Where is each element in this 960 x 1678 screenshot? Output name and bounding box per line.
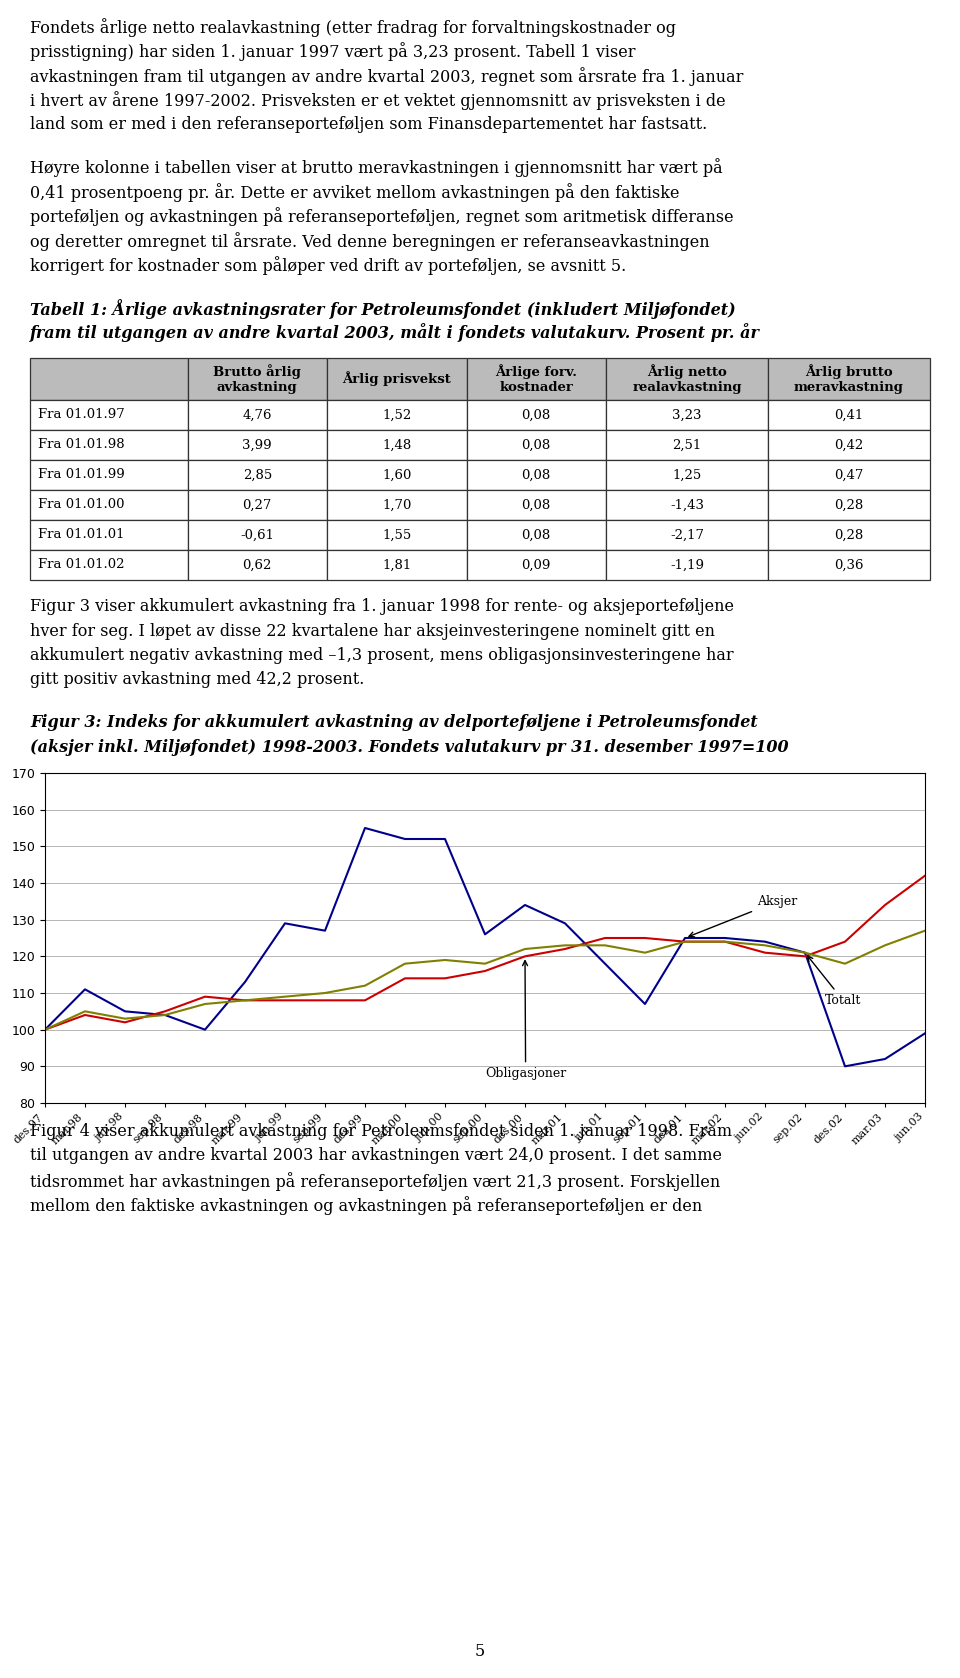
Text: fram til utgangen av andre kvartal 2003, målt i fondets valutakurv. Prosent pr. : fram til utgangen av andre kvartal 2003,…	[30, 324, 760, 342]
Text: Figur 3 viser akkumulert avkastning fra 1. januar 1998 for rente- og aksjeportef: Figur 3 viser akkumulert avkastning fra …	[30, 597, 734, 616]
Text: prisstigning) har siden 1. januar 1997 vært på 3,23 prosent. Tabell 1 viser: prisstigning) har siden 1. januar 1997 v…	[30, 42, 636, 62]
Text: hver for seg. I løpet av disse 22 kvartalene har aksjeinvesteringene nominelt gi: hver for seg. I løpet av disse 22 kvarta…	[30, 623, 715, 639]
Text: Tabell 1: Årlige avkastningsrater for Petroleumsfondet (inkludert Miljøfondet): Tabell 1: Årlige avkastningsrater for Pe…	[30, 299, 735, 319]
Text: mellom den faktiske avkastningen og avkastningen på referanseporteføljen er den: mellom den faktiske avkastningen og avka…	[30, 1196, 703, 1215]
Text: 5: 5	[475, 1643, 485, 1660]
Text: Figur 4 viser akkumulert avkastning for Petroleumsfondet siden 1. januar 1998. F: Figur 4 viser akkumulert avkastning for …	[30, 1123, 732, 1139]
Text: 0,41 prosentpoeng pr. år. Dette er avviket mellom avkastningen på den faktiske: 0,41 prosentpoeng pr. år. Dette er avvik…	[30, 183, 680, 201]
Text: akkumulert negativ avkastning med –1,3 prosent, mens obligasjonsinvesteringene h: akkumulert negativ avkastning med –1,3 p…	[30, 648, 733, 664]
Text: i hvert av årene 1997-2002. Prisveksten er et vektet gjennomsnitt av prisveksten: i hvert av årene 1997-2002. Prisveksten …	[30, 92, 726, 111]
Text: Totalt: Totalt	[807, 956, 861, 1007]
Text: avkastningen fram til utgangen av andre kvartal 2003, regnet som årsrate fra 1. : avkastningen fram til utgangen av andre …	[30, 67, 743, 86]
Text: (aksjer inkl. Miljøfondet) 1998-2003. Fondets valutakurv pr 31. desember 1997=10: (aksjer inkl. Miljøfondet) 1998-2003. Fo…	[30, 738, 788, 755]
Text: tidsrommet har avkastningen på referanseporteføljen vært 21,3 prosent. Forskjell: tidsrommet har avkastningen på referanse…	[30, 1171, 720, 1191]
Text: Figur 3: Indeks for akkumulert avkastning av delporteføljene i Petroleumsfondet: Figur 3: Indeks for akkumulert avkastnin…	[30, 715, 757, 732]
Text: Obligasjoner: Obligasjoner	[485, 961, 566, 1081]
Text: Høyre kolonne i tabellen viser at brutto meravkastningen i gjennomsnitt har vært: Høyre kolonne i tabellen viser at brutto…	[30, 158, 723, 178]
Text: Fondets årlige netto realavkastning (etter fradrag for forvaltningskostnader og: Fondets årlige netto realavkastning (ett…	[30, 18, 676, 37]
Text: land som er med i den referanseporteføljen som Finansdepartementet har fastsatt.: land som er med i den referanseportefølj…	[30, 116, 708, 133]
Text: korrigert for kostnader som påløper ved drift av porteføljen, se avsnitt 5.: korrigert for kostnader som påløper ved …	[30, 257, 626, 275]
Text: Aksjer: Aksjer	[689, 894, 797, 936]
Text: porteføljen og avkastningen på referanseporteføljen, regnet som aritmetisk diffe: porteføljen og avkastningen på referanse…	[30, 208, 733, 227]
Text: til utgangen av andre kvartal 2003 har avkastningen vært 24,0 prosent. I det sam: til utgangen av andre kvartal 2003 har a…	[30, 1148, 722, 1165]
Text: og deretter omregnet til årsrate. Ved denne beregningen er referanseavkastningen: og deretter omregnet til årsrate. Ved de…	[30, 232, 709, 252]
Text: gitt positiv avkastning med 42,2 prosent.: gitt positiv avkastning med 42,2 prosent…	[30, 671, 365, 688]
